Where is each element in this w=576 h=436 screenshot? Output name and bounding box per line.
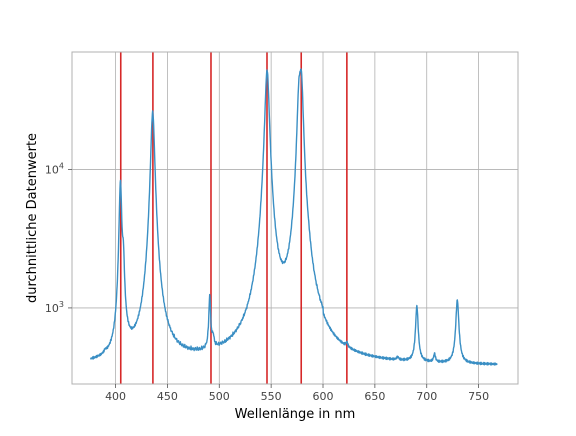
x-tick-label-750: 750 [468,390,489,403]
y-tick-label-1000: 103 [45,300,64,315]
x-tick-label-400: 400 [105,390,126,403]
series-layer [89,68,498,366]
x-tick-label-650: 650 [364,390,385,403]
x-tick-label-700: 700 [416,390,437,403]
x-tick-label-550: 550 [261,390,282,403]
x-tick-label-450: 450 [157,390,178,403]
x-tick-label-500: 500 [209,390,230,403]
y-tick-label-10000: 104 [45,162,64,177]
series-line-0 [89,68,498,366]
x-tick-label-600: 600 [313,390,334,403]
y-axis-ticks: 103 104 [45,162,72,315]
x-axis-ticks: 400 450 500 550 600 650 700 750 [105,384,489,403]
plot-frame [71,51,519,385]
y-axis-label: durchnittliche Datenwerte [25,133,40,303]
grid [72,52,518,384]
x-axis-label: Wellenlänge in nm [235,407,356,422]
